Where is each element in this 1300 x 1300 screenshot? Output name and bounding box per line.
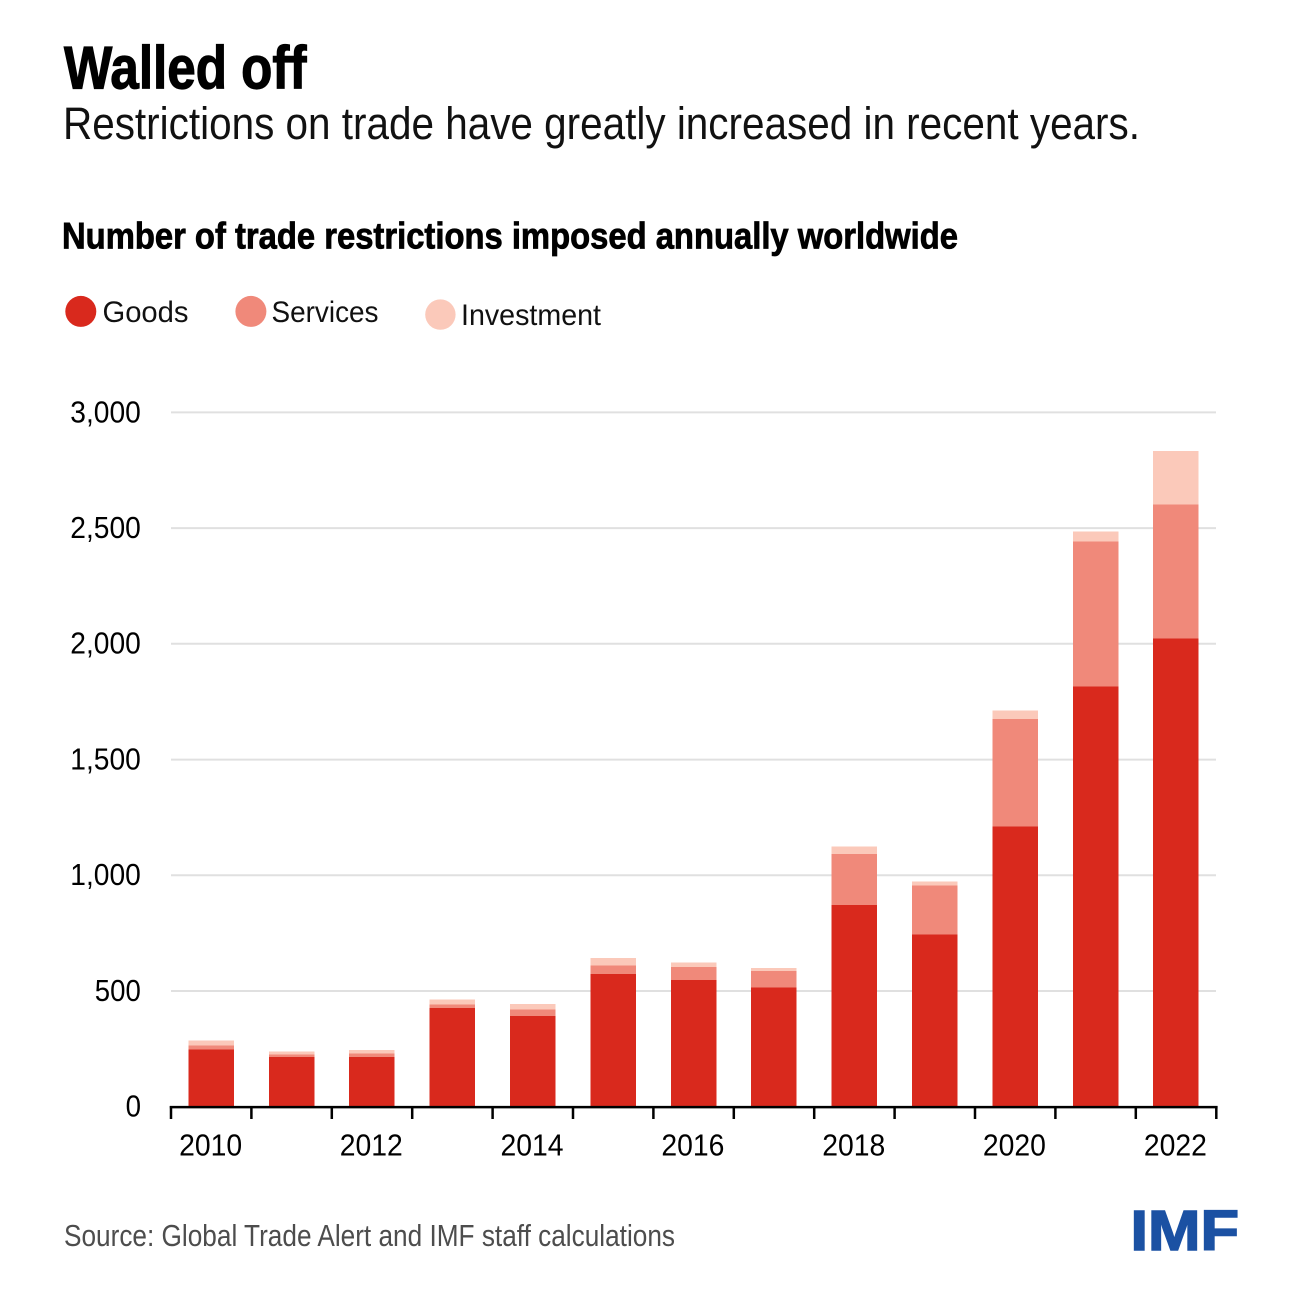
svg-text:Number of trade restrictions i: Number of trade restrictions imposed ann… [62,216,958,257]
svg-text:2,000: 2,000 [70,626,141,661]
svg-text:2018: 2018 [822,1127,885,1162]
svg-text:1,500: 1,500 [70,742,141,777]
svg-text:2020: 2020 [983,1127,1046,1162]
svg-text:Source: Global Trade Alert and: Source: Global Trade Alert and IMF staff… [64,1218,675,1253]
svg-text:2016: 2016 [661,1127,724,1162]
svg-text:Walled off: Walled off [64,35,307,102]
svg-text:2010: 2010 [179,1127,242,1162]
svg-text:3,000: 3,000 [70,394,141,429]
svg-text:2012: 2012 [340,1127,403,1162]
svg-text:2022: 2022 [1144,1127,1207,1162]
svg-text:Investment: Investment [461,299,602,332]
svg-text:Restrictions on trade have gre: Restrictions on trade have greatly incre… [63,98,1140,149]
svg-text:1,000: 1,000 [70,857,141,892]
svg-text:Services: Services [272,296,379,329]
svg-text:500: 500 [95,973,141,1008]
svg-text:IMF: IMF [1131,1199,1240,1263]
svg-text:Goods: Goods [103,296,189,329]
svg-text:0: 0 [126,1089,141,1124]
svg-text:2014: 2014 [501,1127,564,1162]
svg-text:2,500: 2,500 [70,510,141,545]
